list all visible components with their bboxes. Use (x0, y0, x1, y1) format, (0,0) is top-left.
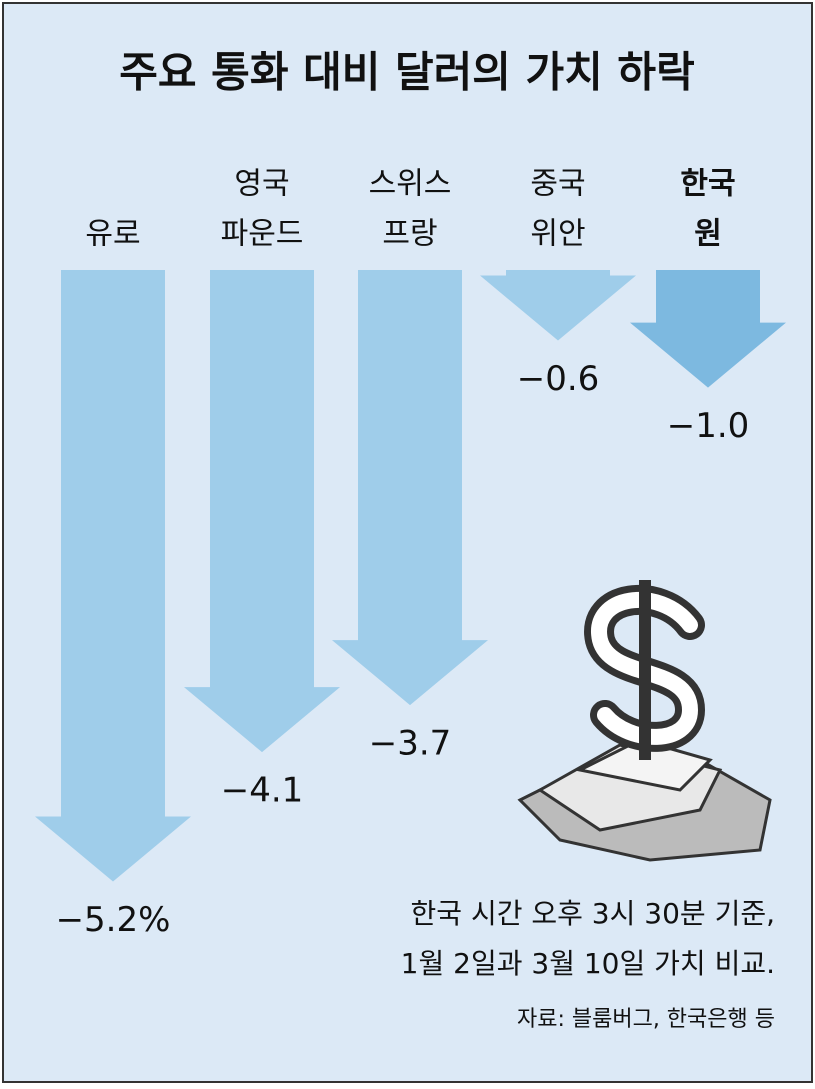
category-label: 원 (694, 217, 722, 252)
category-label: 스위스 (369, 167, 452, 202)
annotation: 자료: 블룸버그, 한국은행 등 (517, 1007, 775, 1032)
category-label: 한국 (680, 167, 735, 202)
category-label: 유로 (85, 217, 140, 252)
annotation: 1월 2일과 3월 10일 가치 비교. (401, 947, 775, 980)
category-label: 프랑 (382, 217, 437, 252)
value-label: −5.2% (56, 900, 171, 940)
arrow (332, 270, 488, 706)
category-label: 중국 (530, 167, 585, 202)
value-label: −1.0 (667, 406, 750, 446)
category-label: 영국 (234, 167, 289, 202)
value-label: −4.1 (221, 771, 304, 811)
value-label: −3.7 (369, 724, 452, 764)
arrow (184, 270, 340, 753)
category-label: 파운드 (221, 217, 304, 252)
chart-title: 주요 통화 대비 달러의 가치 하락 (119, 48, 694, 97)
annotation: 한국 시간 오후 3시 30분 기준, (411, 897, 775, 930)
dollar-icon (517, 580, 772, 862)
arrow (35, 270, 191, 882)
value-label: −0.6 (517, 359, 600, 399)
arrow (630, 270, 786, 388)
category-label: 위안 (530, 217, 585, 252)
arrow (480, 270, 636, 341)
